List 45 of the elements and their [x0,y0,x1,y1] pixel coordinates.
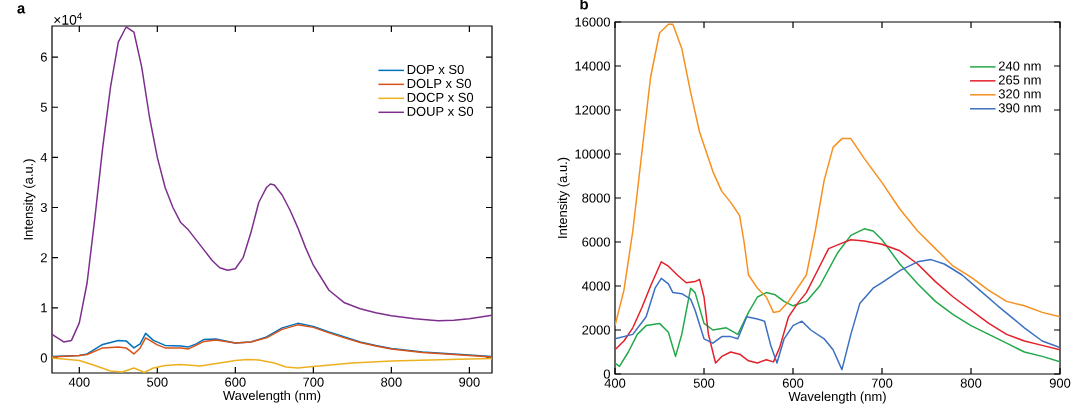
x-tick-label: 400 [604,378,626,388]
y-tick-label: 0 [40,353,47,363]
x-tick-label: 700 [303,377,324,387]
y-tick-label: 6000 [582,237,610,247]
x-tick-label: 800 [381,377,402,387]
y-tick-label: 1 [41,303,47,313]
y-tick-label: 4000 [581,281,610,291]
legend-label: 240 nm [998,61,1041,71]
y-tick-label: 14000 [575,61,610,71]
legend-label: DOCP x S0 [407,92,474,102]
y-tick-label: 2 [40,253,47,263]
legend-label: 265 nm [998,75,1041,85]
legend-label: DOLP x S0 [407,78,471,89]
x-tick-label: 700 [871,378,893,388]
x-tick-label: 800 [960,378,982,388]
x-tick-label: 600 [782,378,804,388]
line-series [52,357,492,373]
y-tick-label: 3 [40,202,47,213]
y-axis-title: Intensity (a.u.) [557,157,570,238]
x-tick-label: 500 [147,377,168,387]
y-tick-label: 5 [40,102,47,112]
y-tick-label: 4 [40,152,48,162]
legend-label: DOUP x S0 [407,106,474,116]
x-tick-label: 900 [1049,378,1071,388]
legend-label: 390 nm [998,103,1041,113]
line-series [52,26,492,343]
y-tick-label: 2000 [582,325,610,335]
x-tick-label: 500 [693,378,715,388]
y-tick-label: 10000 [575,149,610,159]
chart-title: a [17,5,26,14]
x-axis-title: Wavelength (nm) [788,391,886,404]
x-tick-label: 900 [459,377,480,387]
y-tick-label: 12000 [575,105,610,115]
line-series [615,258,1061,371]
x-tick-label: 400 [68,377,90,387]
y-tick-label: 16000 [575,17,610,27]
y-tick-label: 8000 [582,193,610,203]
x-axis-title: Wavelength (nm) [223,390,321,403]
legend-label: 320 nm [998,89,1041,99]
x-tick-label: 600 [225,377,246,387]
y-tick-label: 6 [40,52,47,62]
y-tick-label: 0 [603,369,610,379]
legend-label: DOP x S0 [407,64,464,75]
y-axis-title: Intensity (a.u.) [23,159,36,240]
text: ×10$^{4}$ [54,12,82,25]
